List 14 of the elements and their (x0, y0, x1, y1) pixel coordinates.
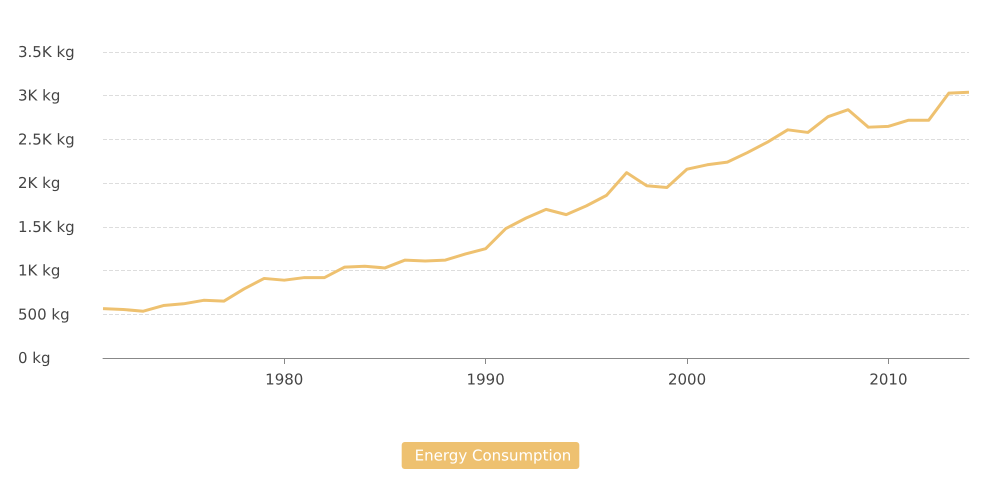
x-tick-label: 1980 (265, 370, 304, 388)
x-tick-label: 2000 (668, 370, 706, 388)
text: Energy Consumption (414, 446, 572, 464)
line-series (102, 90, 970, 313)
y-tick-label: 1.5K kg (18, 218, 75, 236)
y-tick-label: 2.5K kg (18, 130, 75, 148)
y-tick-label: 2K kg (18, 174, 60, 192)
y-tick-label: 1K kg (18, 262, 60, 280)
y-tick-label: 3K kg (18, 86, 60, 105)
y-tick-label: 500 kg (18, 305, 70, 324)
x-tick-label: 1990 (466, 370, 505, 388)
y-tick-label: 0 kg (18, 349, 51, 367)
x-tick-label: 2010 (869, 370, 908, 388)
y-tick-label: 3.5K kg (18, 43, 75, 61)
